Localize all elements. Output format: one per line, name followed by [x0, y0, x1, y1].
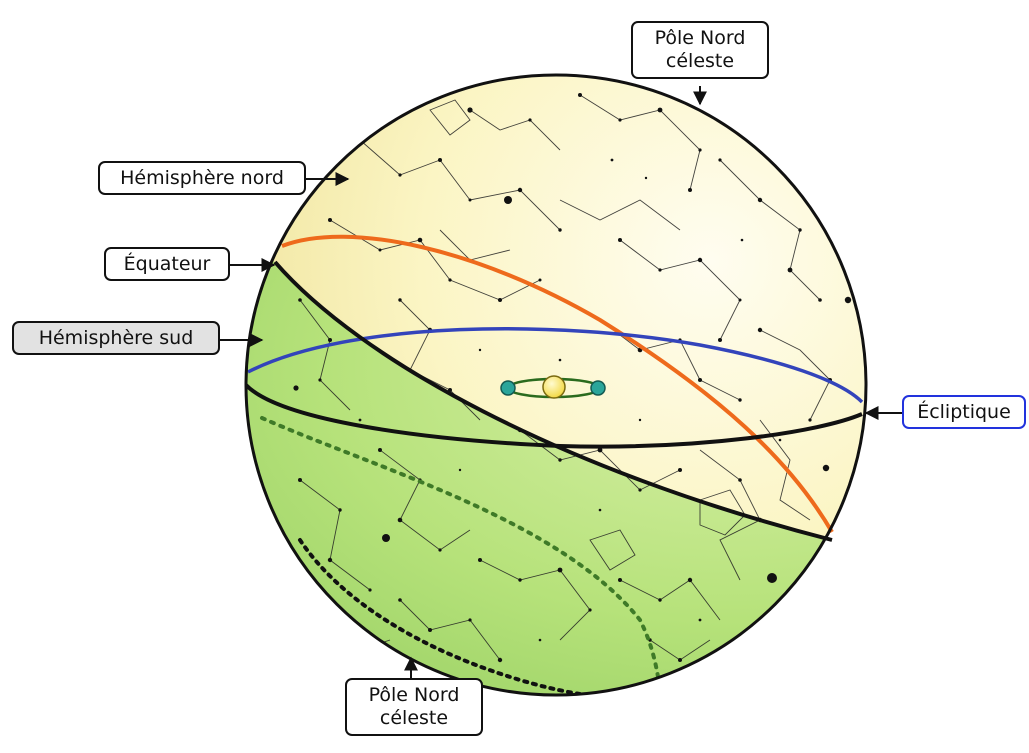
- dotted-southern-circle: [260, 416, 662, 692]
- stars: [293, 93, 852, 663]
- sun-earth-system: [500, 375, 606, 399]
- ecliptic-label: Écliptique: [902, 395, 1026, 429]
- equator-label: Équateur: [104, 247, 230, 281]
- north-pole-top-label: Pôle Nord céleste: [631, 21, 769, 79]
- south-hemisphere-label: Hémisphère sud: [12, 321, 220, 355]
- earth-left: [500, 380, 516, 396]
- ecliptic-line: [247, 326, 864, 404]
- earth-right: [590, 380, 606, 396]
- label-arrows: [220, 86, 902, 678]
- orange-great-circle: [281, 234, 834, 534]
- sun: [542, 375, 566, 399]
- hemisphere-boundary: [273, 260, 833, 542]
- north-pole-top-line2: céleste: [665, 50, 735, 72]
- north-hemisphere-label: Hémisphère nord: [98, 161, 306, 195]
- north-pole-top-line1: Pôle Nord: [654, 27, 746, 49]
- north-pole-bottom-line2: céleste: [379, 707, 449, 729]
- north-pole-bottom-line1: Pôle Nord: [368, 684, 460, 706]
- sphere-outline: [244, 73, 868, 697]
- north-pole-bottom-label: Pôle Nord céleste: [345, 678, 483, 736]
